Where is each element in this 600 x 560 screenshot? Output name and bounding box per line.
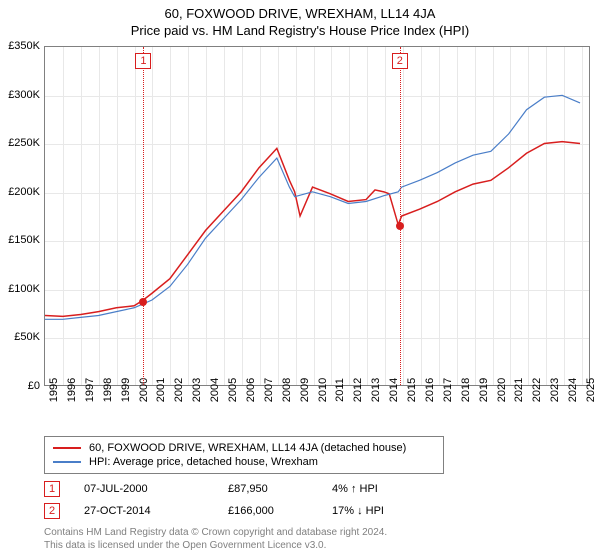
event-marker-dot xyxy=(396,222,404,230)
event-num: 1 xyxy=(44,481,60,497)
event-marker-line xyxy=(400,47,401,385)
y-tick-label: £250K xyxy=(8,137,40,149)
event-marker-box: 2 xyxy=(392,53,408,69)
y-tick-label: £0 xyxy=(28,380,40,392)
event-marker-line xyxy=(143,47,144,385)
line-series xyxy=(45,47,589,385)
event-table-row: 1 07-JUL-2000 £87,950 4% ↑ HPI xyxy=(44,478,432,500)
footer-line-1: Contains HM Land Registry data © Crown c… xyxy=(44,526,387,539)
series-property xyxy=(45,142,580,317)
event-price: £166,000 xyxy=(228,505,308,517)
event-hpi: 4% ↑ HPI xyxy=(332,483,432,495)
event-table-row: 2 27-OCT-2014 £166,000 17% ↓ HPI xyxy=(44,500,432,522)
legend: 60, FOXWOOD DRIVE, WREXHAM, LL14 4JA (de… xyxy=(44,436,444,474)
event-marker-dot xyxy=(139,298,147,306)
y-tick-label: £150K xyxy=(8,234,40,246)
footer-line-2: This data is licensed under the Open Gov… xyxy=(44,539,387,552)
chart-container: 60, FOXWOOD DRIVE, WREXHAM, LL14 4JA Pri… xyxy=(0,0,600,560)
y-tick-label: £100K xyxy=(8,283,40,295)
event-date: 27-OCT-2014 xyxy=(84,505,204,517)
series-hpi xyxy=(45,95,580,319)
footer-attribution: Contains HM Land Registry data © Crown c… xyxy=(44,526,387,552)
event-price: £87,950 xyxy=(228,483,308,495)
legend-swatch xyxy=(53,447,81,449)
event-date: 07-JUL-2000 xyxy=(84,483,204,495)
chart-subtitle: Price paid vs. HM Land Registry's House … xyxy=(0,21,600,38)
legend-item: 60, FOXWOOD DRIVE, WREXHAM, LL14 4JA (de… xyxy=(53,441,435,455)
events-table: 1 07-JUL-2000 £87,950 4% ↑ HPI 2 27-OCT-2014 £… xyxy=(44,478,432,522)
chart-title: 60, FOXWOOD DRIVE, WREXHAM, LL14 4JA xyxy=(0,0,600,21)
y-tick-label: £350K xyxy=(8,40,40,52)
event-marker-box: 1 xyxy=(135,53,151,69)
event-num: 2 xyxy=(44,503,60,519)
y-tick-label: £300K xyxy=(8,89,40,101)
legend-label: 60, FOXWOOD DRIVE, WREXHAM, LL14 4JA (de… xyxy=(89,442,406,454)
y-tick-label: £50K xyxy=(14,331,40,343)
event-hpi: 17% ↓ HPI xyxy=(332,505,432,517)
plot-area: 12 xyxy=(44,46,590,386)
legend-swatch xyxy=(53,461,81,463)
legend-label: HPI: Average price, detached house, Wrex… xyxy=(89,456,318,468)
legend-item: HPI: Average price, detached house, Wrex… xyxy=(53,455,435,469)
y-tick-label: £200K xyxy=(8,186,40,198)
